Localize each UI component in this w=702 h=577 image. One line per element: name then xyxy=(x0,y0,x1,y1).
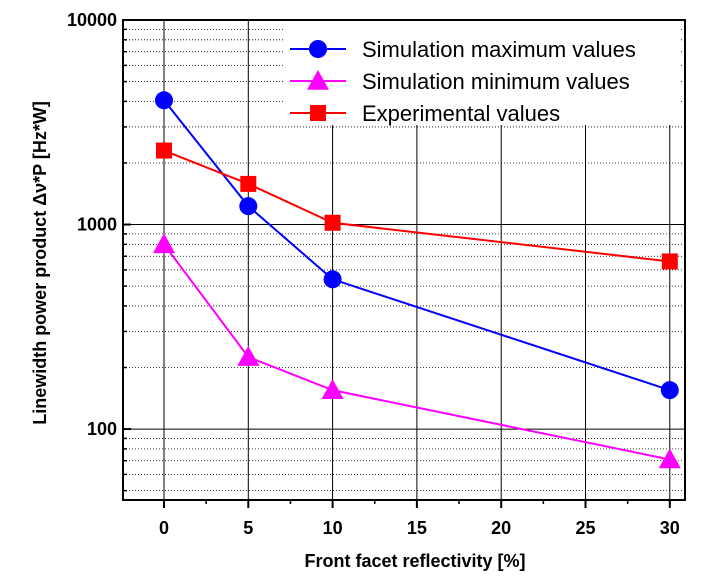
legend-marker-square xyxy=(310,105,326,121)
data-point-circle xyxy=(661,381,679,399)
data-point-circle xyxy=(239,197,257,215)
legend-label: Simulation maximum values xyxy=(362,37,636,62)
legend: Simulation maximum values Simulation mini… xyxy=(284,21,679,126)
data-point-square xyxy=(662,253,678,269)
data-point-square xyxy=(325,215,341,231)
x-tick-label: 10 xyxy=(323,518,343,538)
y-tick-label: 1000 xyxy=(77,215,117,235)
legend-marker-circle xyxy=(309,40,327,58)
legend-label: Experimental values xyxy=(362,101,560,126)
y-tick-label: 100 xyxy=(87,419,117,439)
x-tick-label: 30 xyxy=(660,518,680,538)
legend-label: Simulation minimum values xyxy=(362,69,630,94)
data-point-circle xyxy=(155,91,173,109)
x-tick-label: 0 xyxy=(159,518,169,538)
x-tick-label: 20 xyxy=(491,518,511,538)
y-axis-title: Linewidth power product Δν*P [Hz*W] xyxy=(30,101,50,425)
x-tick-label: 15 xyxy=(407,518,427,538)
y-tick-label: 10000 xyxy=(67,10,117,30)
data-point-triangle xyxy=(322,379,344,399)
x-tick-label: 25 xyxy=(575,518,595,538)
data-point-triangle xyxy=(237,346,259,366)
data-point-square xyxy=(156,143,172,159)
x-axis-title: Front facet reflectivity [%] xyxy=(304,551,525,571)
data-point-square xyxy=(240,176,256,192)
data-point-triangle xyxy=(153,233,175,253)
x-tick-label: 5 xyxy=(243,518,253,538)
data-point-circle xyxy=(324,270,342,288)
